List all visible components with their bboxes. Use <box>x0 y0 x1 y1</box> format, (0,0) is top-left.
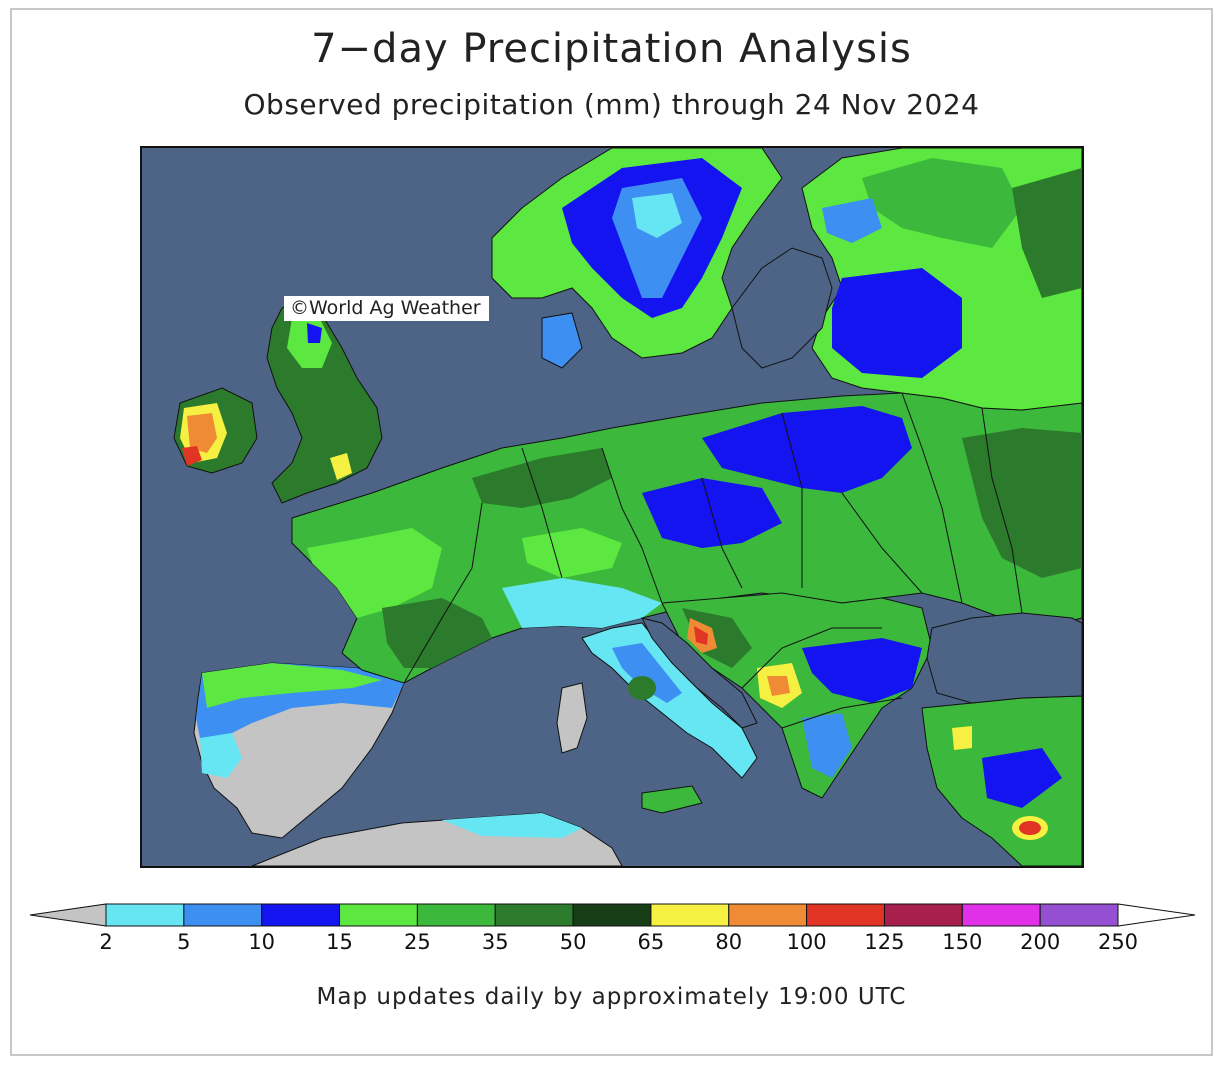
update-note: Map updates daily by approximately 19:00… <box>316 984 907 1010</box>
colorbar-tick-label: 50 <box>560 930 587 954</box>
country-borders <box>403 392 1023 729</box>
ireland-very-heavy-precip <box>187 413 217 453</box>
colorbar-bin <box>572 903 652 927</box>
anatolia-heavy-precip <box>952 726 972 750</box>
ireland-extreme-precip <box>182 446 202 466</box>
alps-north-precip <box>522 528 622 578</box>
map-canvas <box>142 148 1082 866</box>
scotland-local-precip <box>307 323 322 343</box>
italy-central-precip <box>612 643 682 703</box>
colorbar-tick-label: 10 <box>248 930 275 954</box>
bulgaria-precip <box>802 638 922 703</box>
denmark <box>541 312 583 369</box>
sicily <box>641 785 703 814</box>
sweden-north-precip <box>632 193 682 238</box>
iberia-coast-precip <box>202 663 382 708</box>
credit-text: World Ag Weather <box>309 297 481 319</box>
map-title: 7−day Precipitation Analysis <box>311 26 912 72</box>
colorbar-under-arrow <box>29 903 107 927</box>
ukraine-east-precip <box>962 428 1082 578</box>
colorbar-bin <box>728 903 808 927</box>
colorbar-tick-label: 200 <box>1020 930 1060 954</box>
colorbar-bin <box>494 903 574 927</box>
croatia-very-heavy-precip <box>694 626 708 645</box>
colorbar-bin <box>416 903 496 927</box>
black-sea <box>926 612 1082 704</box>
north-africa-precip <box>442 813 582 838</box>
colorbar-bin <box>650 903 730 927</box>
colorbar-tick-label: 25 <box>404 930 431 954</box>
france-west-precip <box>307 528 442 618</box>
copyright-icon: © <box>290 297 309 319</box>
colorbar-tick-label: 35 <box>482 930 509 954</box>
adriatic-sea <box>641 617 758 729</box>
france-south-precip <box>382 598 492 668</box>
map-subtitle: Observed precipitation (mm) through 24 N… <box>243 88 980 121</box>
alps-precip <box>502 578 662 628</box>
colorbar: 2 5 10 15 25 35 50 65 80 100 125 150 200 250 <box>29 903 1196 954</box>
colorbar-tick-label: 250 <box>1098 930 1138 954</box>
finland-west-precip <box>822 198 882 243</box>
colorbar-bin <box>1039 903 1119 927</box>
colorbar-tick-label: 125 <box>864 930 904 954</box>
england-heavy-precip <box>330 453 352 480</box>
turkey-coast-very-heavy-precip <box>1019 821 1041 835</box>
baltics-precip <box>832 268 962 378</box>
colorbar-tick-label: 100 <box>787 930 827 954</box>
colorbar-over-arrow <box>1117 903 1196 927</box>
colorbar-tick-label: 150 <box>942 930 982 954</box>
poland-precip <box>702 406 912 493</box>
credit-label: ©World Ag Weather <box>284 296 489 321</box>
germany-west-precip <box>472 448 612 508</box>
baltic-sea <box>731 247 833 369</box>
colorbar-tick-label: 15 <box>326 930 353 954</box>
montenegro-very-heavy-precip <box>767 676 790 696</box>
colorbar-bin <box>105 903 185 927</box>
colorbar-bins <box>29 903 1196 927</box>
precipitation-map: ©World Ag Weather <box>140 146 1084 868</box>
colorbar-tick-label: 5 <box>177 930 190 954</box>
finland-precip <box>862 158 1022 248</box>
colorbar-bin <box>806 903 885 927</box>
russia-north-precip <box>1012 168 1082 298</box>
greece-precip <box>802 713 852 778</box>
colorbar-tick-label: 2 <box>99 930 112 954</box>
sardinia <box>556 682 588 754</box>
colorbar-bin <box>961 903 1041 927</box>
iberia-west-precip <box>200 733 242 778</box>
romania-precip <box>782 543 932 598</box>
colorbar-bin <box>883 903 963 927</box>
colorbar-tick-label: 80 <box>715 930 742 954</box>
anatolia-precip <box>982 748 1062 808</box>
colorbar-ticks: 2 5 10 15 25 35 50 65 80 100 125 150 200 250 <box>99 930 1138 954</box>
italy-local-precip <box>628 676 656 700</box>
colorbar-bin <box>183 903 263 927</box>
colorbar-tick-label: 65 <box>638 930 665 954</box>
colorbar-bin <box>339 903 418 927</box>
colorbar-bin <box>261 903 341 927</box>
